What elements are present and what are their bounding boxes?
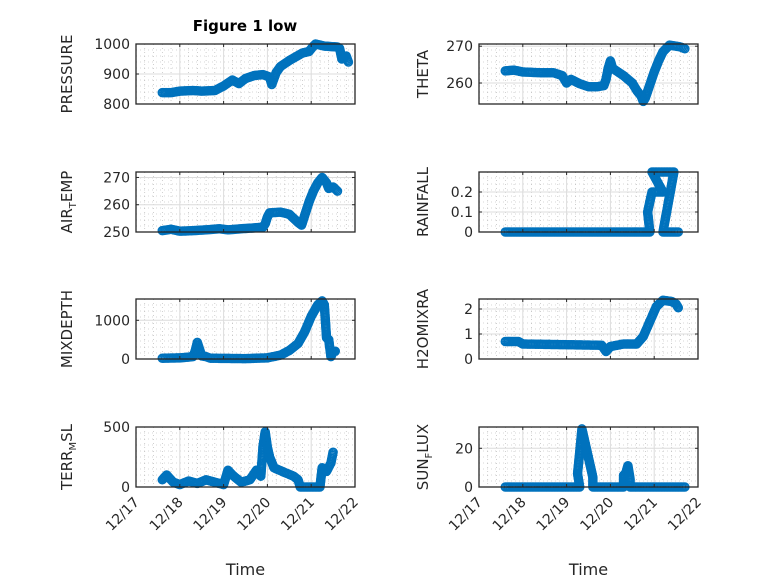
subplot-sun: 0 20 SUNFLUX 12/17 12/18 12/19 12/20 12/21 12/22…	[414, 424, 705, 579]
subplot-mixdepth: 0 1000 MIXDEPTH	[58, 290, 356, 368]
x-tick-label: 12/19	[191, 495, 231, 535]
x-tick-label: 12/18	[147, 495, 187, 535]
data-point	[680, 44, 690, 54]
y-axis-label: RAINFALL	[414, 166, 432, 237]
axes-box	[135, 298, 356, 360]
y-tick-label: 0.2	[451, 185, 473, 201]
y-tick-label: 1000	[94, 37, 130, 53]
axes-box	[478, 171, 699, 233]
data-point	[331, 185, 342, 195]
data-point	[332, 186, 343, 196]
y-axis-label: PRESSURE	[58, 35, 76, 114]
axes-box	[135, 426, 356, 488]
data-point	[330, 184, 341, 194]
y-tick-label: 0	[464, 480, 473, 496]
data-series	[157, 39, 354, 98]
x-tick-label: 12/20	[577, 495, 617, 535]
y-tick-label: 900	[103, 67, 130, 83]
y-axis-label: H2OMIXRA	[414, 288, 432, 369]
axes-box	[135, 171, 356, 233]
axes-box	[478, 43, 699, 105]
y-tick-label: 270	[446, 39, 473, 55]
data-series	[500, 295, 684, 357]
y-tick-label: 2	[464, 302, 473, 318]
data-series	[157, 427, 338, 492]
y-tick-label: 800	[103, 97, 130, 113]
y-tick-label: 1	[464, 327, 473, 343]
x-tick-label: 12/19	[534, 495, 574, 535]
y-tick-label: 0.1	[451, 205, 473, 221]
x-tick-label: 12/18	[490, 495, 530, 535]
data-point	[343, 57, 354, 67]
data-series	[500, 40, 690, 107]
data-series	[157, 296, 341, 364]
data-series	[157, 172, 343, 236]
subplot-air: 250 260 270 AIRTEMP	[58, 170, 356, 241]
y-tick-label: 250	[103, 225, 130, 241]
y-tick-label: 1000	[94, 313, 130, 329]
y-axis-label: SUNFLUX	[414, 424, 435, 490]
y-tick-label: 500	[103, 420, 130, 436]
subplot-h2omixra: 0 1 2 H2OMIXRA	[414, 288, 699, 369]
subplot-terr: 0 500 TERRMSL 12/17 12/18 12/19 12/20 12/21 12/2…	[58, 420, 362, 579]
x-tick-label: 12/21	[621, 495, 661, 535]
data-point	[328, 447, 338, 457]
y-tick-label: 0	[121, 480, 130, 496]
y-tick-label: 0	[464, 225, 473, 241]
x-tick-label: 12/20	[234, 495, 274, 535]
data-point	[330, 346, 341, 357]
x-tick-label: 12/22	[322, 495, 362, 535]
y-tick-label: 0	[121, 352, 130, 368]
data-point	[673, 303, 684, 313]
x-tick-label: 12/21	[278, 495, 318, 535]
x-tick-label: 12/17	[446, 495, 486, 535]
y-tick-label: 260	[446, 76, 473, 92]
x-tick-label: 12/22	[665, 495, 705, 535]
y-tick-label: 20	[455, 441, 473, 457]
y-axis-label: MIXDEPTH	[58, 290, 76, 368]
y-tick-label: 260	[103, 198, 130, 214]
subplot-theta: 260 270 THETA	[414, 39, 699, 107]
y-axis-label: THETA	[414, 49, 432, 99]
subplot-rainfall: 0 0.1 0.2 RAINFALL	[414, 166, 699, 241]
y-axis-label: TERRMSL	[58, 423, 79, 491]
y-axis-label: AIRTEMP	[58, 171, 79, 234]
axes-box	[478, 426, 699, 488]
figure-title: Figure 1 low	[193, 17, 298, 35]
x-axis-label: Time	[568, 560, 608, 579]
x-axis-label: Time	[225, 560, 265, 579]
subplot-pressure: 800 900 1000 PRESSURE	[58, 35, 356, 114]
x-tick-label: 12/17	[103, 495, 143, 535]
axes-box	[478, 298, 699, 360]
y-tick-label: 0	[464, 352, 473, 368]
y-tick-label: 270	[103, 170, 130, 186]
